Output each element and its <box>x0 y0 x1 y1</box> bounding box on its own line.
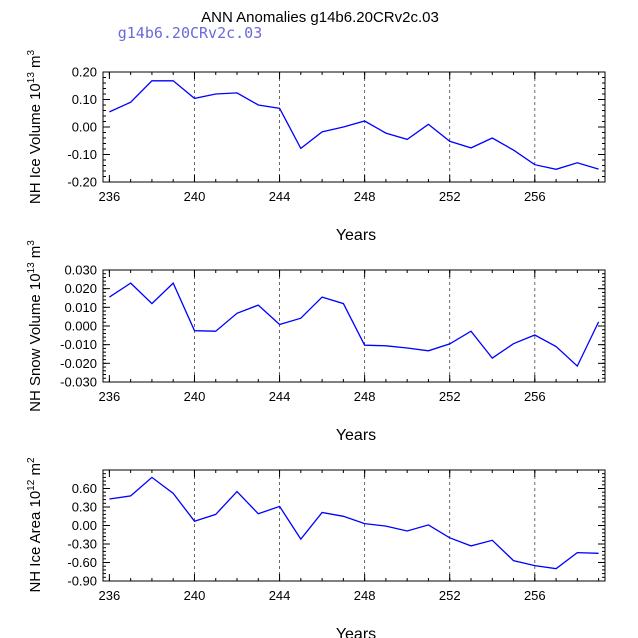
y-axis-label: NH Snow Volume 1013 m3 <box>26 240 44 412</box>
y-tick-label: 0.60 <box>72 481 97 496</box>
x-tick-label: 244 <box>269 389 291 404</box>
y-tick-label: -0.030 <box>60 375 97 390</box>
y-tick-label: 0.030 <box>64 263 97 278</box>
x-tick-label: 244 <box>269 189 291 204</box>
y-axis-label: NH Ice Volume 1013 m3 <box>26 49 44 204</box>
x-axis-label: Years <box>336 626 376 638</box>
y-tick-label: 0.00 <box>72 120 97 135</box>
y-tick-label: 0.10 <box>72 92 97 107</box>
x-tick-label: 252 <box>439 588 461 603</box>
chart-panel-ice-volume: 236 240 244 248 252 256 0.20 0.10 0.00 -0.10 -0.20… <box>26 49 606 244</box>
x-tick-label: 252 <box>439 389 461 404</box>
plot-frame <box>102 469 606 582</box>
y-tick-label: -0.30 <box>67 537 97 552</box>
x-tick-label: 240 <box>184 389 206 404</box>
y-tick-label: 0.20 <box>72 65 97 80</box>
y-tick-label: 0.30 <box>72 500 97 515</box>
y-tick-label: -0.20 <box>67 175 97 190</box>
x-tick-label: 256 <box>524 389 546 404</box>
plot-frame <box>102 71 606 183</box>
x-tick-label: 240 <box>184 588 206 603</box>
series-line-ice-area <box>109 476 599 570</box>
case-label: g14b6.20CRv2c.03 <box>118 24 263 42</box>
x-tick-label: 256 <box>524 189 546 204</box>
series-line-ice-volume <box>109 80 599 170</box>
y-tick-label: -0.90 <box>67 574 97 589</box>
x-tick-label: 236 <box>99 588 121 603</box>
figure-title: ANN Anomalies g14b6.20CRv2c.03 <box>201 9 439 26</box>
x-tick-label: 240 <box>184 189 206 204</box>
x-tick-label: 236 <box>99 389 121 404</box>
y-tick-label: 0.020 <box>64 281 97 296</box>
x-tick-label: 248 <box>354 189 376 204</box>
chart-panel-snow-volume: 236 240 244 248 252 256 0.030 0.020 0.010 0.000 -0… <box>26 240 606 444</box>
x-axis-label: Years <box>336 227 376 244</box>
x-tick-label: 236 <box>99 189 121 204</box>
x-tick-label: 244 <box>269 588 291 603</box>
y-tick-label: -0.10 <box>67 147 97 162</box>
plot-frame <box>102 269 606 383</box>
x-axis-label: Years <box>336 427 376 444</box>
y-tick-label: -0.010 <box>60 337 97 352</box>
x-tick-label: 252 <box>439 189 461 204</box>
series-line-snow-volume <box>109 281 600 368</box>
y-axis-label: NH Ice Area 1012 m2 <box>26 457 44 593</box>
y-tick-label: 0.000 <box>64 319 97 334</box>
y-tick-label: -0.60 <box>67 555 97 570</box>
x-tick-label: 248 <box>354 588 376 603</box>
chart-panel-ice-area: 236 240 244 248 252 256 0.60 0.30 0.00 -0.30 -0.60… <box>26 457 606 638</box>
y-tick-label: -0.020 <box>60 356 97 371</box>
y-tick-label: 0.010 <box>64 300 97 315</box>
x-tick-label: 256 <box>524 588 546 603</box>
x-tick-label: 248 <box>354 389 376 404</box>
y-tick-label: 0.00 <box>72 518 97 533</box>
